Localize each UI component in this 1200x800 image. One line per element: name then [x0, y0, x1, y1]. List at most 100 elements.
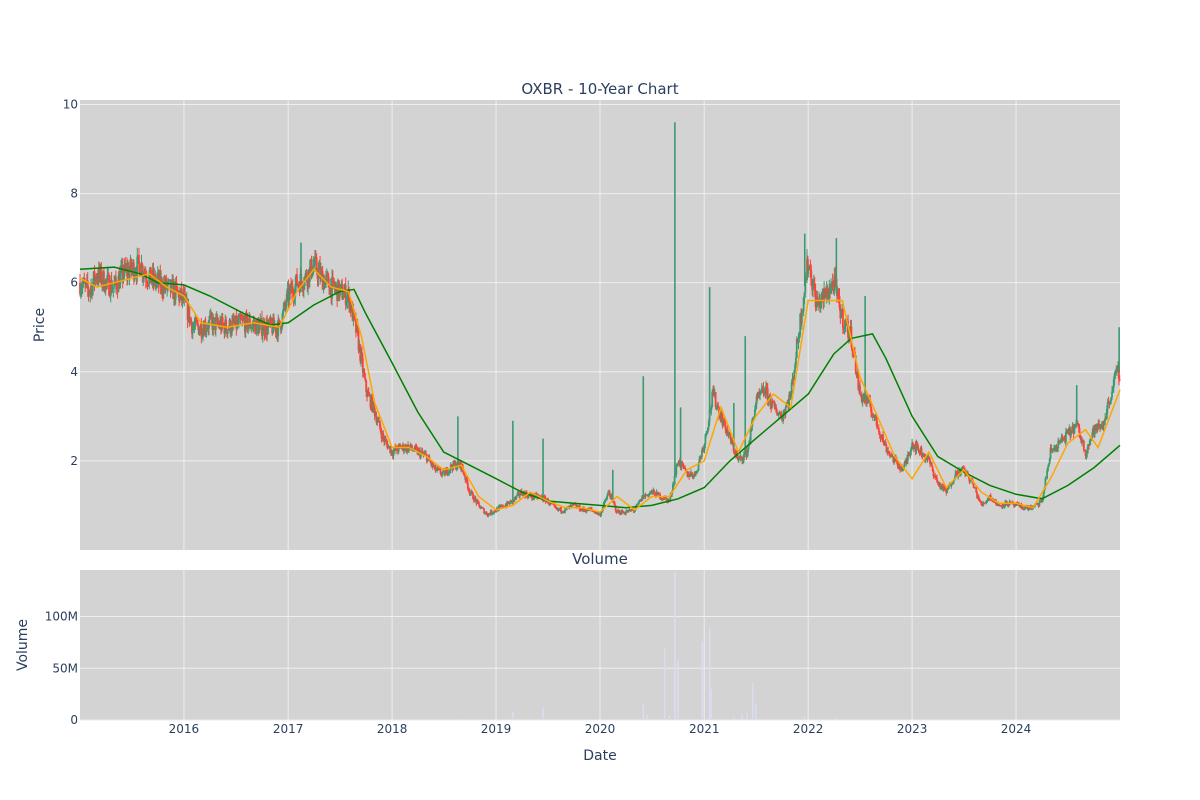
- candle-up-body: [801, 311, 804, 313]
- candle-up-body: [519, 494, 521, 496]
- candle-down-body: [773, 402, 776, 408]
- candle-down-body: [975, 487, 978, 493]
- candle-up-body: [506, 501, 509, 507]
- candle-down-body: [939, 483, 942, 489]
- candle-up-body: [294, 284, 297, 298]
- candle-down-body: [356, 325, 359, 332]
- candle-down-body: [466, 476, 468, 483]
- candle-up-body: [247, 325, 250, 330]
- candle-down-body: [880, 437, 883, 439]
- candle-down-body: [871, 412, 873, 418]
- candle-up-body: [819, 302, 822, 309]
- candle-down-body: [1083, 449, 1086, 451]
- candle-up-body: [748, 440, 751, 444]
- candle-up-body: [1047, 463, 1050, 467]
- candle-up-body: [167, 279, 170, 281]
- candle-down-body: [315, 257, 318, 273]
- volume-bars: [457, 572, 838, 720]
- candle-down-body: [989, 495, 992, 500]
- candle-down-body: [851, 347, 854, 352]
- candle-up-body: [785, 403, 788, 408]
- candle-up-body: [910, 447, 913, 452]
- candle-up-body: [174, 282, 177, 300]
- candle-up-body: [795, 338, 798, 358]
- candle-up-body: [1087, 444, 1090, 450]
- candle-down-body: [200, 324, 203, 337]
- candle-up-body: [198, 330, 201, 335]
- candle-down-body: [1082, 440, 1085, 450]
- candle-down-body: [678, 460, 681, 466]
- candle-down-body: [225, 319, 227, 330]
- candle-down-body: [592, 510, 595, 512]
- candle-up-body: [1106, 401, 1109, 409]
- candle-up-body: [708, 410, 711, 422]
- candle-down-body: [296, 274, 298, 286]
- candle-down-body: [714, 392, 717, 408]
- candle-up-body: [1113, 373, 1116, 380]
- candle-down-body: [291, 286, 294, 294]
- candle-up-body: [689, 475, 691, 477]
- candle-down-body: [977, 496, 980, 501]
- candle-up-body: [516, 493, 519, 496]
- candle-up-body: [861, 398, 864, 402]
- candle-down-body: [700, 456, 702, 458]
- candle-down-body: [429, 460, 432, 462]
- candle-up-body: [1091, 432, 1094, 437]
- x-tick-label: 2024: [1001, 722, 1032, 736]
- candle-down-body: [490, 510, 493, 514]
- candle-up-body: [522, 491, 525, 496]
- candle-down-body: [410, 444, 413, 449]
- candle-down-body: [368, 394, 371, 396]
- candle-down-body: [331, 277, 334, 279]
- candle-up-body: [212, 317, 215, 330]
- candle-down-body: [332, 278, 335, 286]
- candle-up-body: [912, 446, 915, 449]
- candle-down-body: [348, 288, 351, 309]
- candle-up-body: [957, 476, 960, 478]
- candle-up-body: [606, 495, 609, 499]
- candle-up-body: [444, 470, 447, 476]
- candle-down-body: [724, 418, 726, 427]
- candle-down-body: [115, 283, 118, 290]
- price-y-tick-labels: 2 4 6 8 10: [63, 97, 78, 467]
- candle-up-body: [81, 284, 84, 289]
- candle-down-body: [556, 507, 559, 510]
- candle-down-body: [132, 262, 135, 280]
- candle-up-body: [607, 492, 609, 496]
- candle-up-body: [1100, 425, 1102, 429]
- candle-down-body: [466, 482, 469, 489]
- candle-up-body: [570, 505, 573, 507]
- candle-up-body: [710, 406, 713, 411]
- candle-down-body: [575, 504, 578, 508]
- volume-y-tick-labels: 0 50M 100M: [45, 610, 78, 727]
- candle-down-body: [217, 323, 220, 325]
- candle-up-body: [455, 467, 458, 470]
- candle-down-body: [485, 512, 488, 515]
- candle-down-body: [579, 510, 582, 512]
- candle-up-body: [562, 511, 565, 513]
- candle-up-body: [1111, 387, 1114, 392]
- candle-up-body: [299, 273, 302, 293]
- candle-up-body: [313, 264, 315, 266]
- candle-down-body: [772, 401, 775, 403]
- candle-up-body: [750, 426, 753, 429]
- candle-down-body: [976, 492, 978, 498]
- candle-down-body: [872, 416, 875, 418]
- candle-up-body: [193, 325, 196, 328]
- candle-up-body: [194, 318, 197, 326]
- candle-down-body: [621, 510, 624, 513]
- candle-down-body: [729, 432, 732, 439]
- candle-up-body: [469, 493, 472, 495]
- candle-up-body: [798, 335, 801, 339]
- candle-down-body: [154, 274, 157, 285]
- candle-down-body: [1022, 507, 1025, 510]
- candle-up-body: [155, 281, 157, 285]
- candle-up-body: [342, 297, 345, 300]
- candle-down-body: [681, 462, 684, 464]
- candle-down-body: [688, 473, 691, 477]
- candle-up-body: [867, 397, 870, 403]
- candle-up-body: [79, 290, 82, 294]
- candle-up-body: [136, 256, 139, 277]
- candle-up-body: [701, 450, 703, 457]
- candle-down-body: [161, 279, 163, 292]
